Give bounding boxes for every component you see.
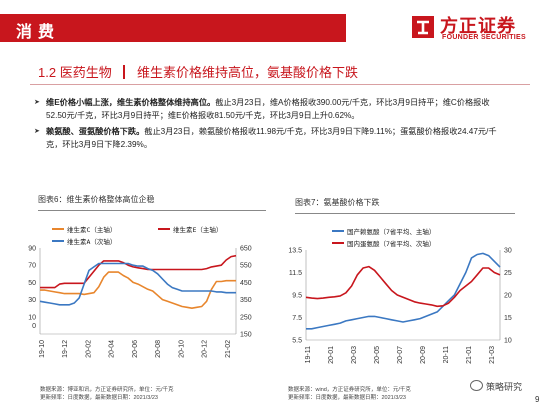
bullet-text: 截止3月23日，维A价格报收390.00元/千克，环比3月9日持平；维C价格报收… — [46, 98, 490, 120]
founder-logo: 方正证券 FOUNDER SECURITIES — [410, 12, 548, 46]
y-tick-label-right: 20 — [504, 293, 512, 300]
legend-vitamin-c: 维生素C（主轴） — [52, 224, 116, 234]
x-tick-label: 20-02 — [85, 340, 92, 358]
legend-swatch-vitamin-a — [52, 240, 64, 242]
x-tick-label: 20-11 — [443, 346, 450, 363]
x-tick-label: 20-09 — [420, 346, 427, 364]
section-divider — [123, 65, 126, 79]
y-tick-label-left: 5.5 — [292, 338, 302, 345]
y-tick-label-left: 7.5 — [292, 315, 302, 322]
x-tick-label: 21-01 — [466, 346, 473, 364]
legend-vitamin-a: 维生素A（次轴） — [52, 236, 116, 246]
x-tick-label: 21-02 — [225, 340, 232, 358]
bullet-arrow-icon: ➤ — [34, 99, 40, 106]
series-line-vitamin-e — [40, 254, 237, 289]
x-tick-label: 21-03 — [489, 346, 496, 364]
y-tick-label-right: 550 — [240, 263, 252, 270]
figure7-title-rule — [295, 213, 515, 214]
y-tick-label-left: 13.5 — [288, 248, 302, 255]
wechat-badge: 策略研究 — [470, 380, 522, 393]
y-tick-label-right: 10 — [504, 338, 512, 345]
page-number: 9 — [535, 395, 540, 404]
logo-text-en: FOUNDER SECURITIES — [442, 34, 526, 41]
y-tick-label-left: 70 — [28, 263, 36, 270]
wechat-label: 策略研究 — [486, 382, 523, 392]
section-subtitle: 维生素价格维持高位，氨基酸价格下跌 — [136, 65, 358, 80]
y-tick-label-right: 250 — [240, 314, 252, 321]
x-tick-label: 19-12 — [62, 340, 69, 358]
legend-lysine: 国产赖氨酸（7省平均、主轴） — [332, 226, 435, 236]
legend-methionine: 国内蛋氨酸（7省平均、次轴） — [332, 238, 435, 248]
footer-left: 数据来源：博亚和讯，方正证券研究所，单位：元/千克 更新频率：日度数据，最新数据… — [40, 386, 174, 402]
header-banner — [0, 14, 346, 42]
header-title: 消费 — [16, 24, 61, 41]
figure7-title: 图表7：氨基酸价格下跌 — [295, 198, 380, 207]
x-tick-label: 20-06 — [132, 340, 139, 358]
bullet-item: ➤ 赖氨酸、蛋氨酸价格下跌。截止3月23日，赖氨酸价格报收11.98元/千克，环… — [34, 126, 506, 151]
bullet-arrow-icon: ➤ — [34, 128, 40, 136]
x-tick-label: 20-03 — [351, 346, 358, 364]
legend-swatch-lysine — [332, 230, 344, 232]
legend-swatch-methionine — [332, 242, 344, 244]
y-tick-label-right: 150 — [240, 332, 252, 339]
footer-update: 更新频率：日度数据，最新数据日期：2021/3/23 — [288, 395, 406, 401]
y-tick-label-left: 10 — [28, 314, 36, 321]
y-tick-label-right: 30 — [504, 248, 512, 255]
series-line-vitamin-a — [39, 262, 236, 306]
page-header: 消费 方正证券 FOUNDER SECURITIES — [0, 0, 550, 48]
x-tick-label: 20-10 — [178, 340, 185, 358]
bullet-lead: 维E价格小幅上涨，维生素价格整体维持高位。 — [46, 98, 216, 107]
x-tick-label: 20-07 — [397, 346, 404, 364]
figure6-title-rule — [38, 210, 266, 211]
y-tick-label-left: 11.5 — [289, 270, 302, 277]
y-tick-label-right: 15 — [504, 315, 512, 322]
footer-update: 更新频率：日度数据，最新数据日期：2021/3/23 — [40, 395, 158, 401]
y-tick-label-right: 25 — [504, 270, 512, 277]
logo-text-cn: 方正证券 — [440, 16, 516, 36]
legend-swatch-vitamin-c — [52, 228, 64, 230]
x-tick-label: 19-11 — [305, 346, 312, 363]
y-tick-label-left: 9.5 — [292, 293, 302, 300]
series-line-methionine — [305, 265, 501, 308]
x-tick-label: 20-01 — [328, 346, 335, 364]
legend-swatch-vitamin-e — [158, 228, 170, 230]
founder-logo-icon — [412, 16, 434, 38]
bullet-item: ➤ 维E价格小幅上涨，维生素价格整体维持高位。截止3月23日，维A价格报收390… — [34, 97, 506, 122]
section-heading: 1.2 医药生物 维生素价格维持高位，氨基酸价格下跌 — [38, 62, 358, 81]
figure6-title: 图表6：维生素价格整体高位企稳 — [38, 195, 155, 204]
section-name: 医药生物 — [59, 65, 112, 80]
y-tick-label-left: 90 — [28, 246, 36, 253]
x-tick-label: 19-10 — [39, 340, 46, 358]
footer-source: 数据来源：博亚和讯，方正证券研究所，单位：元/千克 — [40, 387, 174, 393]
y-tick-label-right: 350 — [240, 297, 252, 304]
series-line-lysine — [306, 252, 501, 330]
section-number: 1.2 — [38, 65, 57, 80]
footer-right: 数据来源：wind，方正证券研究所，单位：元/千克 更新频率：日度数据，最新数据… — [288, 386, 411, 402]
y-tick-label-left: 30 — [28, 297, 36, 304]
legend-vitamin-e: 维生素E（主轴） — [158, 224, 222, 234]
footer-source: 数据来源：wind，方正证券研究所，单位：元/千克 — [288, 387, 411, 393]
section-underline — [30, 84, 530, 85]
y-tick-label-right: 450 — [240, 280, 252, 287]
bullet-list: ➤ 维E价格小幅上涨，维生素价格整体维持高位。截止3月23日，维A价格报收390… — [34, 97, 506, 155]
bullet-lead: 赖氨酸、蛋氨酸价格下跌。 — [46, 127, 145, 137]
x-tick-label: 20-04 — [109, 340, 116, 358]
series-line-vitamin-c — [40, 271, 236, 310]
x-tick-label: 20-08 — [155, 340, 162, 358]
y-tick-label-left: 0 — [32, 323, 36, 330]
y-tick-label-left: 50 — [28, 280, 36, 287]
y-tick-label-right: 650 — [240, 246, 252, 253]
bullet-text: 截止3月23日，赖氨酸价格报收11.98元/千克，环比3月9日下降9.11%；蛋… — [46, 127, 497, 149]
x-tick-label: 20-12 — [202, 340, 209, 358]
wechat-icon — [470, 380, 483, 391]
x-tick-label: 20-05 — [374, 346, 381, 364]
